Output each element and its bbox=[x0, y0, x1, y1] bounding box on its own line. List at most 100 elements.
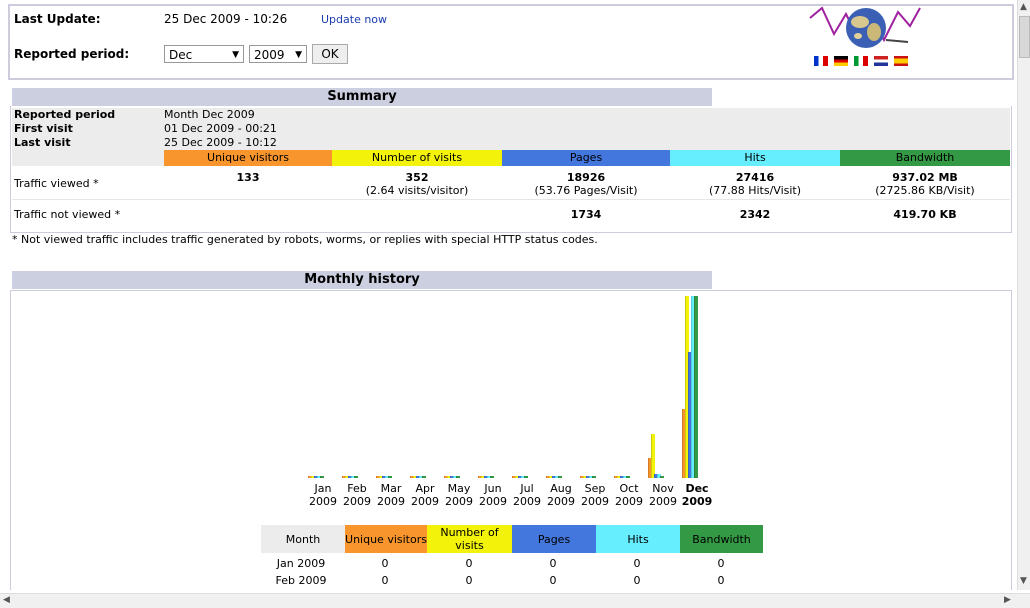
summary-row-last-visit: Last visit 25 Dec 2009 - 10:12 bbox=[12, 136, 1010, 150]
cell-main: 1734 bbox=[570, 208, 602, 221]
chart-bar-visits-4 bbox=[413, 476, 417, 478]
chart-bar-hits-7 bbox=[521, 476, 525, 478]
table-cell: 0 bbox=[549, 574, 557, 587]
chart-bar-hits-12 bbox=[691, 296, 695, 478]
flag-es-icon[interactable] bbox=[894, 56, 908, 66]
chart-bar-visits-5 bbox=[447, 476, 451, 478]
cell-sub: (53.76 Pages/Visit) bbox=[534, 184, 638, 197]
chart-bar-visitors-5 bbox=[444, 476, 448, 478]
month-label-2: Feb 2009 bbox=[340, 482, 374, 508]
chart-bar-pages-4 bbox=[416, 476, 420, 478]
flag-fr-icon[interactable] bbox=[814, 56, 828, 66]
chart-bar-visits-12 bbox=[685, 296, 689, 478]
scroll-up-icon[interactable]: ▲ bbox=[1020, 2, 1027, 12]
month-year: 2009 bbox=[681, 495, 713, 508]
reported-period-label: Reported period: bbox=[14, 47, 130, 61]
month-select-value: Dec bbox=[169, 48, 193, 62]
month-year: 2009 bbox=[411, 495, 439, 508]
chart-bar-bandwidth-6 bbox=[490, 476, 494, 478]
chart-bar-pages-12 bbox=[688, 352, 692, 478]
scroll-down-icon[interactable]: ▼ bbox=[1020, 576, 1027, 586]
month-select[interactable]: Dec ▼ bbox=[164, 45, 244, 63]
vertical-scroll-thumb[interactable] bbox=[1019, 16, 1030, 58]
month-year: 2009 bbox=[377, 495, 405, 508]
chart-bar-visits-8 bbox=[549, 476, 553, 478]
chart-bar-visitors-12 bbox=[682, 409, 686, 478]
update-now-link[interactable]: Update now bbox=[321, 13, 388, 26]
month-label-10: Oct 2009 bbox=[612, 482, 646, 508]
month-name: Apr bbox=[415, 482, 435, 495]
chart-bar-hits-9 bbox=[589, 476, 593, 478]
table-cell: Jan 2009 bbox=[276, 557, 326, 570]
chart-bar-bandwidth-1 bbox=[320, 476, 324, 478]
month-name: May bbox=[447, 482, 471, 495]
chart-bar-visits-1 bbox=[311, 476, 315, 478]
chart-bar-visitors-2 bbox=[342, 476, 346, 478]
awstats-logo bbox=[808, 4, 923, 74]
chart-bar-visitors-8 bbox=[546, 476, 550, 478]
chart-bar-visits-3 bbox=[379, 476, 383, 478]
table-cell: 0 bbox=[465, 557, 473, 570]
table-cell: 0 bbox=[717, 574, 725, 587]
traffic-not-viewed-bandwidth: 419.70 KB bbox=[840, 208, 1010, 221]
column-header-unique-visitors: Unique visitors bbox=[164, 150, 332, 166]
language-flags bbox=[814, 56, 914, 75]
vertical-scrollbar[interactable]: ▲ ▼ bbox=[1017, 0, 1030, 590]
month-year: 2009 bbox=[445, 495, 473, 508]
horizontal-scrollbar[interactable]: ◀ ▶ bbox=[0, 593, 1030, 608]
traffic-viewed-visitors: 133 bbox=[164, 171, 332, 184]
monthly-history-chart bbox=[306, 296, 718, 478]
month-label-4: Apr 2009 bbox=[408, 482, 442, 508]
month-label-12: Dec 2009 bbox=[680, 482, 714, 508]
summary-title: Summary bbox=[12, 88, 712, 106]
ok-button[interactable]: OK bbox=[312, 44, 348, 64]
traffic-viewed-label: Traffic viewed * bbox=[14, 177, 99, 190]
flag-it-icon[interactable] bbox=[854, 56, 868, 66]
table-cell: 0 bbox=[465, 574, 473, 587]
month-name: Jan bbox=[314, 482, 332, 495]
traffic-not-viewed-pages: 1734 bbox=[502, 208, 670, 221]
month-name: Jul bbox=[520, 482, 534, 495]
month-label-5: May 2009 bbox=[442, 482, 476, 508]
month-year: 2009 bbox=[547, 495, 575, 508]
chart-bar-hits-1 bbox=[317, 476, 321, 478]
table-cell: Feb 2009 bbox=[275, 574, 327, 587]
chart-bar-bandwidth-3 bbox=[388, 476, 392, 478]
table-header-pages: Pages bbox=[512, 525, 596, 553]
table-header-unique-visitors: Unique visitors bbox=[345, 525, 427, 553]
month-name: Nov bbox=[652, 482, 674, 495]
month-label-3: Mar 2009 bbox=[374, 482, 408, 508]
table-cell: 0 bbox=[381, 557, 389, 570]
chart-bar-visitors-11 bbox=[648, 458, 652, 478]
summary-row-value: Month Dec 2009 bbox=[164, 108, 255, 121]
cell-main: 2342 bbox=[739, 208, 771, 221]
month-name: Sep bbox=[584, 482, 606, 495]
scroll-right-icon[interactable]: ▶ bbox=[1004, 595, 1011, 605]
chart-bar-visitors-9 bbox=[580, 476, 584, 478]
month-name: Aug bbox=[550, 482, 572, 495]
chart-bar-pages-9 bbox=[586, 476, 590, 478]
chart-bar-bandwidth-5 bbox=[456, 476, 460, 478]
flag-nl-icon[interactable] bbox=[874, 56, 888, 66]
cell-main: 937.02 MB bbox=[892, 171, 958, 184]
table-cell: 0 bbox=[633, 574, 641, 587]
cell-main: 419.70 KB bbox=[893, 208, 957, 221]
scroll-left-icon[interactable]: ◀ bbox=[3, 595, 10, 605]
summary-row-value: 25 Dec 2009 - 10:12 bbox=[164, 136, 277, 149]
chart-bar-bandwidth-2 bbox=[354, 476, 358, 478]
month-year: 2009 bbox=[343, 495, 371, 508]
chart-bar-pages-6 bbox=[484, 476, 488, 478]
last-update-value: 25 Dec 2009 - 10:26 bbox=[164, 12, 288, 26]
column-header-bandwidth: Bandwidth bbox=[840, 150, 1010, 166]
year-select-value: 2009 bbox=[254, 48, 285, 62]
month-label-9: Sep 2009 bbox=[578, 482, 612, 508]
month-name: Mar bbox=[380, 482, 402, 495]
year-select[interactable]: 2009 ▼ bbox=[249, 45, 307, 63]
cell-sub: (77.88 Hits/Visit) bbox=[708, 184, 802, 197]
month-label-8: Aug 2009 bbox=[544, 482, 578, 508]
chart-bar-visitors-1 bbox=[308, 476, 312, 478]
flag-de-icon[interactable] bbox=[834, 56, 848, 66]
chart-bar-hits-10 bbox=[623, 476, 627, 478]
table-header-hits: Hits bbox=[596, 525, 680, 553]
chart-bar-hits-5 bbox=[453, 476, 457, 478]
